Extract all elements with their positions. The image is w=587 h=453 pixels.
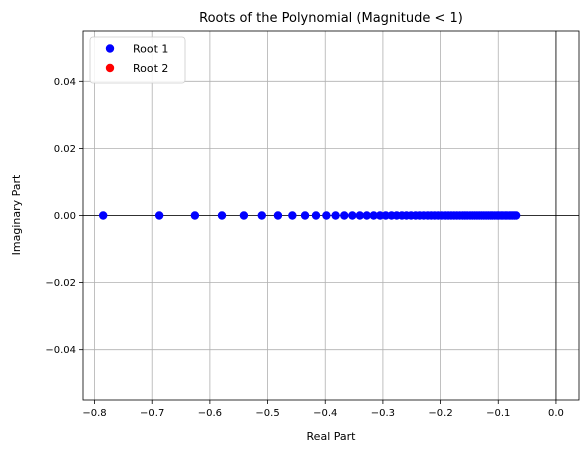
legend-marker-1 (105, 44, 115, 53)
root-1-point (217, 211, 227, 220)
y-tick-label: 0.04 (54, 77, 76, 88)
y-tick-label: 0.00 (54, 211, 76, 222)
root-1-point (369, 211, 378, 220)
x-tick-label: −0.1 (486, 408, 510, 419)
legend-label-2: Root 2 (133, 62, 168, 75)
x-tick-label: −0.6 (198, 408, 222, 419)
root-1-point (257, 211, 266, 220)
legend-marker-2 (105, 63, 115, 73)
root-1-point (362, 211, 371, 220)
root-1-point (311, 211, 321, 220)
x-tick-label: −0.7 (140, 408, 164, 419)
y-tick-label: −0.02 (45, 278, 76, 289)
root-1-point (154, 211, 164, 220)
root-1-point (331, 211, 340, 220)
x-tick-label: −0.5 (255, 408, 279, 419)
y-axis-label: Imaginary Part (10, 174, 23, 255)
y-tick-label: −0.04 (45, 345, 76, 356)
root-1-point (355, 211, 365, 220)
root-1-point (375, 211, 385, 220)
root-1-point (322, 211, 331, 220)
x-tick-label: −0.3 (371, 408, 395, 419)
x-tick-label: −0.8 (82, 408, 106, 419)
root-1-point (98, 211, 108, 220)
root-1-point (340, 211, 349, 220)
root-1-point (190, 211, 200, 220)
root-1-point (381, 211, 390, 220)
y-tick-label: 0.02 (54, 144, 76, 155)
x-ticks: −0.8 −0.7 −0.6 −0.5 −0.4 −0.3 −0.2 −0.1 0.0 (82, 400, 564, 419)
root-1-point (239, 211, 249, 220)
root-1-point (511, 211, 521, 220)
x-tick-label: 0.0 (548, 408, 564, 419)
y-ticks: −0.04 −0.02 0.00 0.02 0.04 (45, 77, 83, 356)
x-tick-label: −0.2 (428, 408, 452, 419)
chart-title: Roots of the Polynomial (Magnitude < 1) (199, 11, 463, 26)
legend-label-1: Root 1 (133, 43, 168, 56)
x-tick-label: −0.4 (313, 408, 337, 419)
root-1-point (348, 211, 357, 220)
root-1-point (288, 211, 297, 220)
x-axis-label: Real Part (307, 430, 357, 443)
root-1-point (300, 211, 310, 220)
root-1-point (273, 211, 283, 220)
data-points (98, 211, 521, 220)
legend: Root 1 Root 2 (89, 36, 186, 84)
